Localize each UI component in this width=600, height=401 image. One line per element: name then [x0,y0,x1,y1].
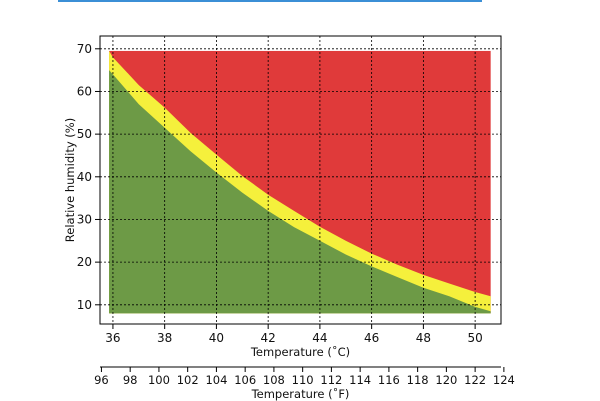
y-tick-label: 50 [77,127,92,141]
x2-tick-label: 98 [123,373,138,387]
x2-tick-label: 114 [349,373,371,387]
green-safe-region [109,70,491,314]
x2-tick-label: 120 [435,373,457,387]
x2-tick-label: 118 [407,373,429,387]
y-tick-label: 10 [77,298,92,312]
x-tick-label: 36 [105,331,120,345]
x-tick-label: 50 [467,331,482,345]
top-divider-line [58,0,482,2]
x-tick-label: 38 [157,331,172,345]
x-tick-label: 44 [312,331,327,345]
x2-tick-label: 102 [177,373,199,387]
y-axis-label: Relative humidity (%) [63,118,77,242]
x2-tick-label: 104 [205,373,227,387]
x2-tick-label: 110 [292,373,314,387]
x2-tick-label: 106 [234,373,256,387]
plot-frame [99,35,502,325]
x2-tick-label: 108 [263,373,285,387]
y-tick-label: 40 [77,170,92,184]
x-axis-label: Temperature (˚C) [250,344,350,359]
y-tick-label: 30 [77,212,92,226]
x-tick-label: 42 [261,331,276,345]
x2-tick-label: 116 [378,373,400,387]
x2-axis-label: Temperature (˚F) [251,386,350,401]
x-tick-label: 46 [364,331,379,345]
y-tick-label: 60 [77,84,92,98]
x-tick-label: 48 [416,331,431,345]
y-tick-label: 20 [77,255,92,269]
y-tick-label: 70 [77,42,92,56]
x-tick-label: 40 [209,331,224,345]
x2-tick-label: 96 [94,373,109,387]
x2-tick-label: 100 [148,373,170,387]
x2-tick-label: 122 [464,373,486,387]
x2-tick-label: 124 [493,373,515,387]
x2-tick-label: 112 [320,373,342,387]
